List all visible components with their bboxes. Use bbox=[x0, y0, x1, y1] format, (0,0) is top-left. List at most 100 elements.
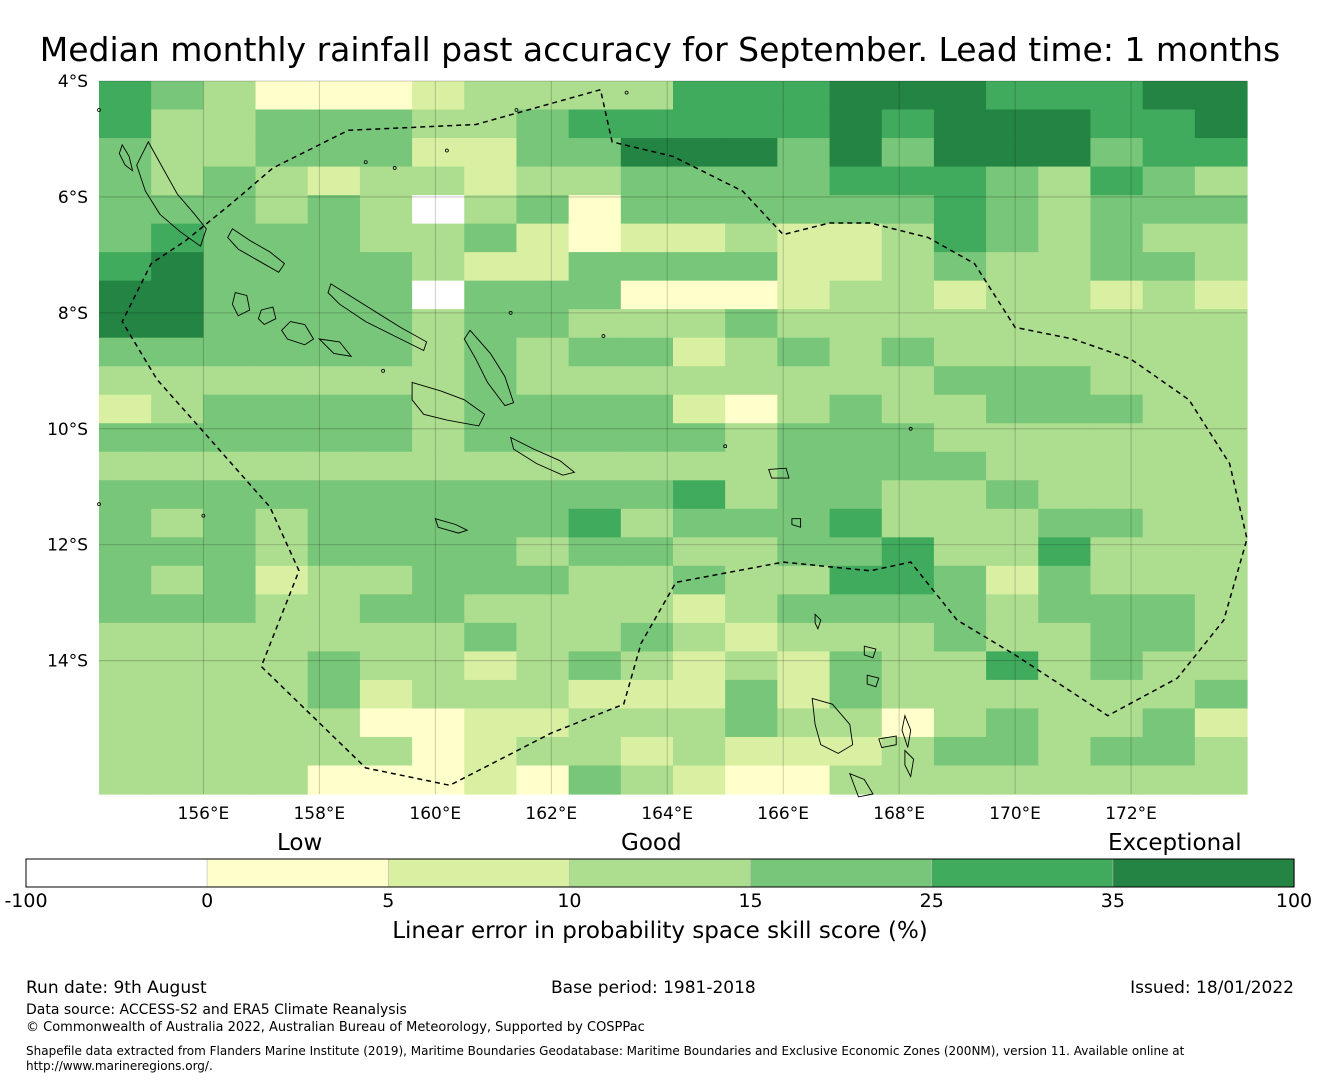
grid-cell bbox=[673, 195, 726, 225]
copyright: © Commonwealth of Australia 2022, Austra… bbox=[26, 1020, 645, 1035]
grid-cell bbox=[99, 280, 152, 310]
grid-cell bbox=[725, 337, 778, 367]
grid-cell bbox=[516, 594, 570, 624]
grid-cell bbox=[620, 252, 674, 282]
grid-cell bbox=[464, 451, 518, 481]
colorbar-category-exceptional: Exceptional bbox=[1108, 830, 1242, 856]
islet-outline bbox=[97, 108, 101, 112]
grid-cell bbox=[307, 765, 361, 795]
grid-cell bbox=[933, 765, 987, 795]
grid-cell bbox=[99, 537, 152, 567]
grid-cell bbox=[673, 765, 726, 795]
grid-cell bbox=[99, 309, 152, 339]
grid-cell bbox=[1090, 138, 1144, 168]
islet-outline bbox=[624, 90, 629, 95]
grid-cell bbox=[1194, 280, 1248, 310]
grid-cell bbox=[986, 708, 1039, 738]
island-outline bbox=[814, 613, 822, 630]
coastlines bbox=[97, 90, 915, 798]
grid-cell bbox=[777, 394, 831, 424]
grid-cell bbox=[151, 622, 204, 652]
grid-cell bbox=[725, 679, 778, 710]
grid-cell bbox=[568, 109, 622, 139]
islet-outline bbox=[392, 166, 397, 170]
grid-cell bbox=[151, 480, 204, 510]
grid-cell bbox=[464, 166, 518, 196]
colorbar-segment bbox=[1112, 858, 1295, 888]
grid-cell bbox=[516, 537, 570, 567]
grid-cell bbox=[1194, 679, 1248, 710]
grid-cell bbox=[829, 337, 883, 367]
grid-cell bbox=[151, 451, 204, 481]
graticule bbox=[99, 80, 1247, 794]
grid-cell bbox=[203, 81, 257, 111]
grid-cell bbox=[829, 138, 883, 168]
grid-cell bbox=[986, 537, 1039, 567]
grid-cell bbox=[986, 480, 1039, 510]
grid-cell bbox=[568, 252, 622, 282]
grid-cell bbox=[99, 594, 152, 624]
grid-cell bbox=[777, 537, 831, 567]
grid-cell bbox=[99, 708, 152, 738]
grid-cell bbox=[464, 423, 518, 453]
grid-cell bbox=[255, 565, 309, 595]
grid-cell bbox=[1090, 651, 1144, 681]
grid-cell bbox=[881, 195, 935, 225]
grid-cell bbox=[1038, 508, 1092, 538]
grid-cell bbox=[307, 394, 361, 424]
grid-cell bbox=[464, 394, 518, 424]
grid-cell bbox=[464, 622, 518, 652]
grid-cell bbox=[359, 508, 413, 538]
grid-cell bbox=[412, 594, 465, 624]
grid-cell bbox=[1038, 138, 1092, 168]
grid-cell bbox=[359, 166, 413, 196]
eez-boundary bbox=[121, 88, 1248, 787]
lon-tick-label: 162°E bbox=[525, 804, 577, 824]
grid-cell bbox=[725, 765, 778, 795]
grid-cell bbox=[307, 309, 361, 339]
grid-cell bbox=[359, 451, 413, 481]
grid-cell bbox=[151, 423, 204, 453]
grid-cell bbox=[986, 394, 1039, 424]
grid-cell bbox=[673, 508, 726, 538]
grid-cell bbox=[881, 622, 935, 652]
grid-cell bbox=[307, 622, 361, 652]
islet-outline bbox=[508, 310, 513, 315]
grid-cell bbox=[1142, 480, 1196, 510]
colorbar bbox=[25, 858, 1295, 888]
grid-cell bbox=[1142, 708, 1196, 738]
grid-cell bbox=[1194, 309, 1248, 339]
grid-cell bbox=[1090, 622, 1144, 652]
grid-cell bbox=[412, 252, 465, 282]
grid-cell bbox=[986, 565, 1039, 595]
grid-cell bbox=[1090, 280, 1144, 310]
grid-cell bbox=[777, 708, 831, 738]
grid-cell bbox=[203, 280, 257, 310]
grid-cell bbox=[1090, 594, 1144, 624]
grid-cell bbox=[255, 679, 309, 710]
grid-cell bbox=[1194, 651, 1248, 681]
grid-cell bbox=[359, 366, 413, 396]
grid-cell bbox=[881, 223, 935, 253]
grid-cell bbox=[307, 423, 361, 453]
grid-cell bbox=[151, 195, 204, 225]
grid-cell bbox=[1090, 252, 1144, 282]
islet-outline bbox=[363, 160, 368, 165]
grid-cell bbox=[1090, 765, 1144, 795]
grid-cell bbox=[255, 765, 309, 795]
grid-cell bbox=[1194, 622, 1248, 652]
grid-cell bbox=[620, 708, 674, 738]
grid-cell bbox=[881, 679, 935, 710]
grid-cell bbox=[568, 309, 622, 339]
islet-outline bbox=[723, 444, 728, 449]
grid-cell bbox=[568, 651, 622, 681]
island-outline bbox=[811, 697, 854, 754]
grid-cell bbox=[568, 81, 622, 111]
grid-cell bbox=[620, 309, 674, 339]
grid-cell bbox=[307, 508, 361, 538]
grid-cell bbox=[829, 81, 883, 111]
grid-cell bbox=[1194, 708, 1248, 738]
grid-cell bbox=[359, 138, 413, 168]
grid-cell bbox=[151, 594, 204, 624]
grid-cell bbox=[725, 423, 778, 453]
